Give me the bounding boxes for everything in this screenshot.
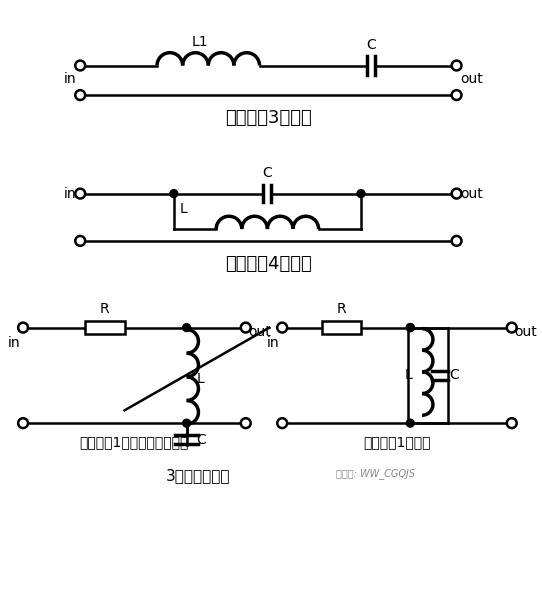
Text: out: out — [515, 325, 538, 338]
Circle shape — [406, 323, 414, 332]
Circle shape — [241, 418, 250, 428]
Text: R: R — [100, 302, 109, 316]
Circle shape — [241, 323, 250, 332]
Text: L: L — [404, 368, 412, 382]
Text: 信号滤波1一带阻（陷波器）: 信号滤波1一带阻（陷波器） — [80, 435, 189, 449]
Text: 信号滤波1一带通: 信号滤波1一带通 — [363, 435, 431, 449]
Circle shape — [18, 323, 28, 332]
Text: C: C — [262, 166, 272, 180]
Circle shape — [451, 61, 461, 70]
Circle shape — [75, 90, 85, 100]
Text: out: out — [249, 325, 272, 338]
Text: C: C — [450, 368, 460, 382]
Text: in: in — [267, 337, 279, 350]
Text: L1: L1 — [192, 35, 209, 49]
Circle shape — [451, 90, 461, 100]
Circle shape — [183, 419, 191, 427]
Text: L: L — [180, 202, 188, 217]
Circle shape — [406, 323, 414, 332]
Circle shape — [75, 61, 85, 70]
Text: in: in — [8, 337, 20, 350]
Circle shape — [451, 236, 461, 246]
Bar — [85, 320, 125, 334]
Circle shape — [183, 323, 191, 332]
Text: R: R — [337, 302, 346, 316]
Circle shape — [278, 323, 287, 332]
Circle shape — [507, 418, 517, 428]
Circle shape — [507, 323, 517, 332]
Text: 3、信号滤波器: 3、信号滤波器 — [166, 469, 231, 484]
Text: C: C — [196, 433, 206, 447]
Circle shape — [406, 419, 414, 427]
Bar — [321, 320, 361, 334]
Text: 信号滤波4一带阻: 信号滤波4一带阻 — [225, 254, 312, 272]
Circle shape — [357, 190, 365, 197]
Circle shape — [75, 236, 85, 246]
Circle shape — [170, 190, 178, 197]
Text: out: out — [461, 187, 483, 200]
Text: 信号滤波3一带通: 信号滤波3一带通 — [225, 109, 312, 127]
Circle shape — [18, 418, 28, 428]
Text: in: in — [63, 73, 76, 86]
Circle shape — [451, 188, 461, 199]
Circle shape — [75, 188, 85, 199]
Text: L: L — [196, 372, 204, 386]
Text: C: C — [366, 38, 376, 52]
Text: 微信号: WW_CGQJS: 微信号: WW_CGQJS — [337, 469, 416, 479]
Circle shape — [278, 418, 287, 428]
Text: out: out — [461, 73, 483, 86]
Text: in: in — [63, 187, 76, 200]
